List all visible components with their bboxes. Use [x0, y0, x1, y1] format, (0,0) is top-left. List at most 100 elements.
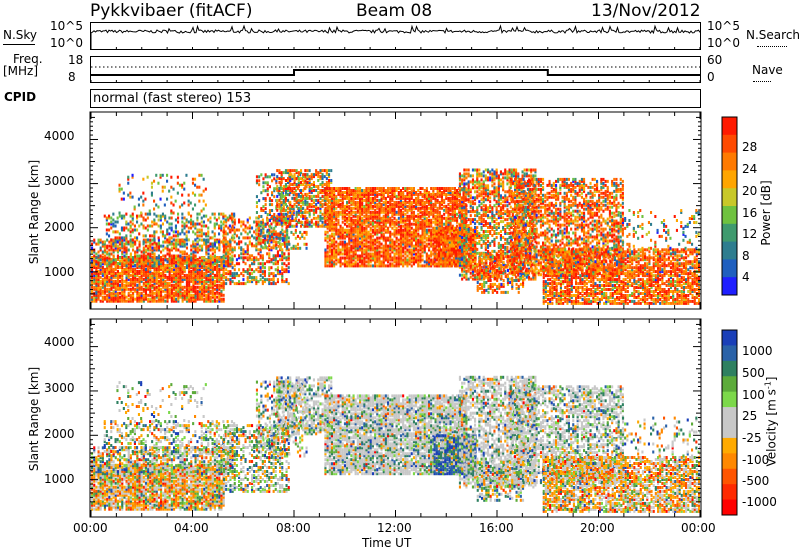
heatmap-cell: [365, 226, 368, 230]
heatmap-cell: [317, 185, 320, 188]
heatmap-cell: [412, 189, 415, 192]
heatmap-cell: [121, 258, 124, 261]
heatmap-cell: [346, 250, 349, 254]
heatmap-cell: [112, 267, 115, 271]
heatmap-cell: [284, 201, 287, 205]
heatmap-cell: [233, 230, 236, 234]
heatmap-cell: [399, 216, 402, 220]
heatmap-cell: [324, 218, 327, 222]
heatmap-cell: [114, 283, 117, 287]
heatmap-cell: [257, 240, 260, 244]
heatmap-cell: [233, 228, 236, 232]
heatmap-cell: [380, 216, 383, 220]
heatmap-cell: [129, 289, 132, 293]
heatmap-cell: [140, 262, 143, 265]
heatmap-cell: [279, 254, 282, 258]
heatmap-cell: [183, 252, 186, 256]
heatmap-cell: [144, 197, 147, 201]
heatmap-cell: [301, 199, 304, 203]
heatmap-cell: [430, 204, 433, 208]
heatmap-cell: [95, 283, 98, 287]
heatmap-cell: [218, 277, 221, 281]
heatmap-cell: [142, 289, 145, 293]
heatmap-cell: [187, 226, 190, 230]
heatmap-cell: [259, 256, 262, 260]
heatmap-cell: [432, 246, 435, 250]
heatmap-cell: [393, 244, 396, 248]
heatmap-cell: [350, 191, 353, 194]
heatmap-cell: [213, 273, 216, 277]
heatmap-cell: [213, 293, 216, 297]
heatmap-cell: [293, 218, 296, 222]
heatmap-cell: [155, 285, 158, 289]
heatmap-cell: [319, 216, 322, 220]
heatmap-cell: [359, 264, 362, 268]
heatmap-cell: [350, 230, 353, 234]
heatmap-cell: [123, 214, 126, 218]
heatmap-cell: [412, 204, 415, 208]
heatmap-cell: [190, 271, 193, 275]
heatmap-cell: [268, 252, 271, 256]
heatmap-cell: [227, 250, 230, 254]
heatmap-cell: [419, 226, 422, 230]
heatmap-cell: [330, 189, 333, 192]
heatmap-cell: [150, 193, 153, 197]
heatmap-cell: [121, 281, 124, 285]
heatmap-cell: [181, 256, 184, 259]
heatmap-cell: [308, 179, 311, 182]
heatmap-cell: [240, 246, 243, 250]
heatmap-cell: [352, 246, 355, 250]
heatmap-cell: [359, 187, 362, 190]
heatmap-cell: [324, 252, 327, 256]
heatmap-cell: [291, 218, 294, 222]
heatmap-cell: [393, 248, 396, 252]
heatmap-cell: [291, 169, 294, 173]
heatmap-cell: [412, 238, 415, 242]
heatmap-cell: [93, 266, 96, 269]
heatmap-cell: [277, 232, 280, 236]
heatmap-cell: [114, 293, 117, 297]
heatmap-cell: [147, 258, 150, 262]
heatmap-cell: [289, 183, 292, 186]
heatmap-cell: [181, 203, 184, 207]
heatmap-cell: [196, 264, 199, 267]
heatmap-cell: [305, 185, 308, 189]
heatmap-cell: [279, 211, 282, 214]
heatmap-cell: [312, 198, 315, 202]
heatmap-cell: [123, 295, 126, 299]
heatmap-cell: [202, 214, 205, 218]
heatmap-cell: [419, 248, 422, 252]
heatmap-cell: [101, 277, 104, 281]
heatmap-cell: [196, 271, 199, 275]
heatmap-cell: [312, 200, 315, 204]
heatmap-cell: [280, 187, 283, 190]
heatmap-cell: [174, 226, 177, 230]
heatmap-cell: [402, 262, 405, 266]
beam-title: Beam 08: [356, 1, 432, 21]
heatmap-cell: [123, 264, 126, 267]
heatmap-cell: [161, 222, 164, 226]
heatmap-cell: [112, 250, 115, 254]
heatmap-cell: [194, 264, 197, 268]
heatmap-cell: [140, 254, 143, 258]
heatmap-cell: [121, 283, 124, 287]
heatmap-cell: [376, 248, 379, 252]
heatmap-cell: [95, 242, 98, 246]
heatmap-cell: [324, 258, 327, 262]
heatmap-cell: [218, 275, 221, 279]
heatmap-cell: [356, 262, 359, 266]
heatmap-cell: [317, 200, 320, 204]
heatmap-cell: [382, 238, 385, 242]
heatmap-cell: [213, 299, 216, 303]
heatmap-cell: [425, 258, 428, 262]
heatmap-cell: [404, 189, 407, 192]
heatmap-cell: [312, 222, 315, 226]
heatmap-cell: [162, 297, 165, 301]
heatmap-cell: [268, 272, 271, 276]
heatmap-cell: [348, 260, 351, 264]
heatmap-cell: [389, 222, 392, 226]
heatmap-cell: [395, 238, 398, 242]
heatmap-cell: [319, 175, 322, 179]
heatmap-cell: [281, 228, 284, 232]
heatmap-cell: [369, 236, 372, 240]
